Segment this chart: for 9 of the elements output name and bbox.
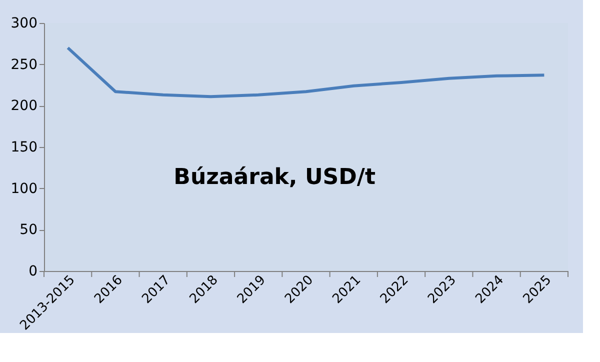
text: Búzaárak, USD/t <box>174 164 376 190</box>
y-tick-label: 100 <box>10 180 38 197</box>
y-tick-label: 150 <box>10 140 38 156</box>
line-series <box>66 46 546 98</box>
y-tick-label: 0 <box>28 264 38 280</box>
y-tick-label: 200 <box>10 98 38 114</box>
y-tick-label: 300 <box>10 16 38 32</box>
y-tick-label: 250 <box>10 56 38 73</box>
y-tick-label: 50 <box>20 222 38 238</box>
